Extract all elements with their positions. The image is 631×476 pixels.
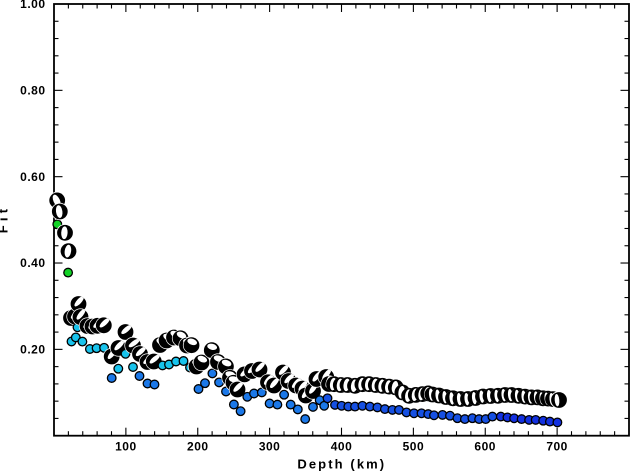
- svg-text:0.40: 0.40: [20, 256, 45, 270]
- svg-text:500: 500: [403, 440, 425, 454]
- svg-text:100: 100: [115, 440, 137, 454]
- svg-text:0.60: 0.60: [20, 170, 45, 184]
- svg-text:0.20: 0.20: [20, 343, 45, 357]
- svg-text:Depth (km): Depth (km): [297, 457, 386, 472]
- svg-text:300: 300: [259, 440, 281, 454]
- svg-text:700: 700: [546, 440, 568, 454]
- svg-text:1.00: 1.00: [20, 0, 45, 11]
- svg-text:Fit: Fit: [0, 205, 11, 233]
- svg-text:0.80: 0.80: [20, 84, 45, 98]
- svg-text:600: 600: [474, 440, 496, 454]
- svg-text:400: 400: [331, 440, 353, 454]
- svg-text:200: 200: [187, 440, 209, 454]
